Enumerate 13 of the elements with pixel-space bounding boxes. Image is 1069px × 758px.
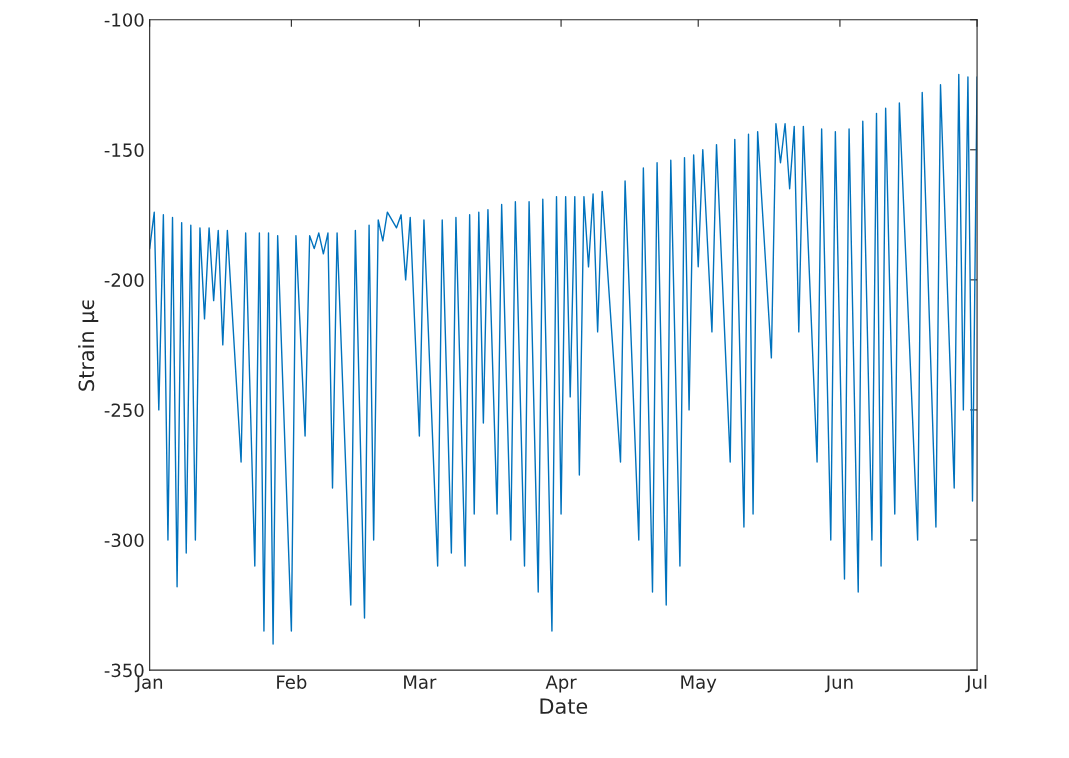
x-tick-label: Jun [824,675,853,693]
y-axis-title: Strain μϵ [78,300,99,391]
y-tick-label: -300 [104,533,144,548]
x-tick-label: Feb [277,674,307,689]
y-tick-label: -250 [104,403,144,418]
x-axis-title: Date [540,698,588,715]
x-tick-label: Jul [965,674,987,693]
y-tick-label: -100 [104,13,144,27]
y-tick-label: -200 [104,273,144,287]
y-tick-label: -150 [104,143,144,157]
x-tick-label: May [681,675,717,693]
x-tick-label: Apr [545,675,577,693]
x-tick-label: Mar [404,675,437,689]
